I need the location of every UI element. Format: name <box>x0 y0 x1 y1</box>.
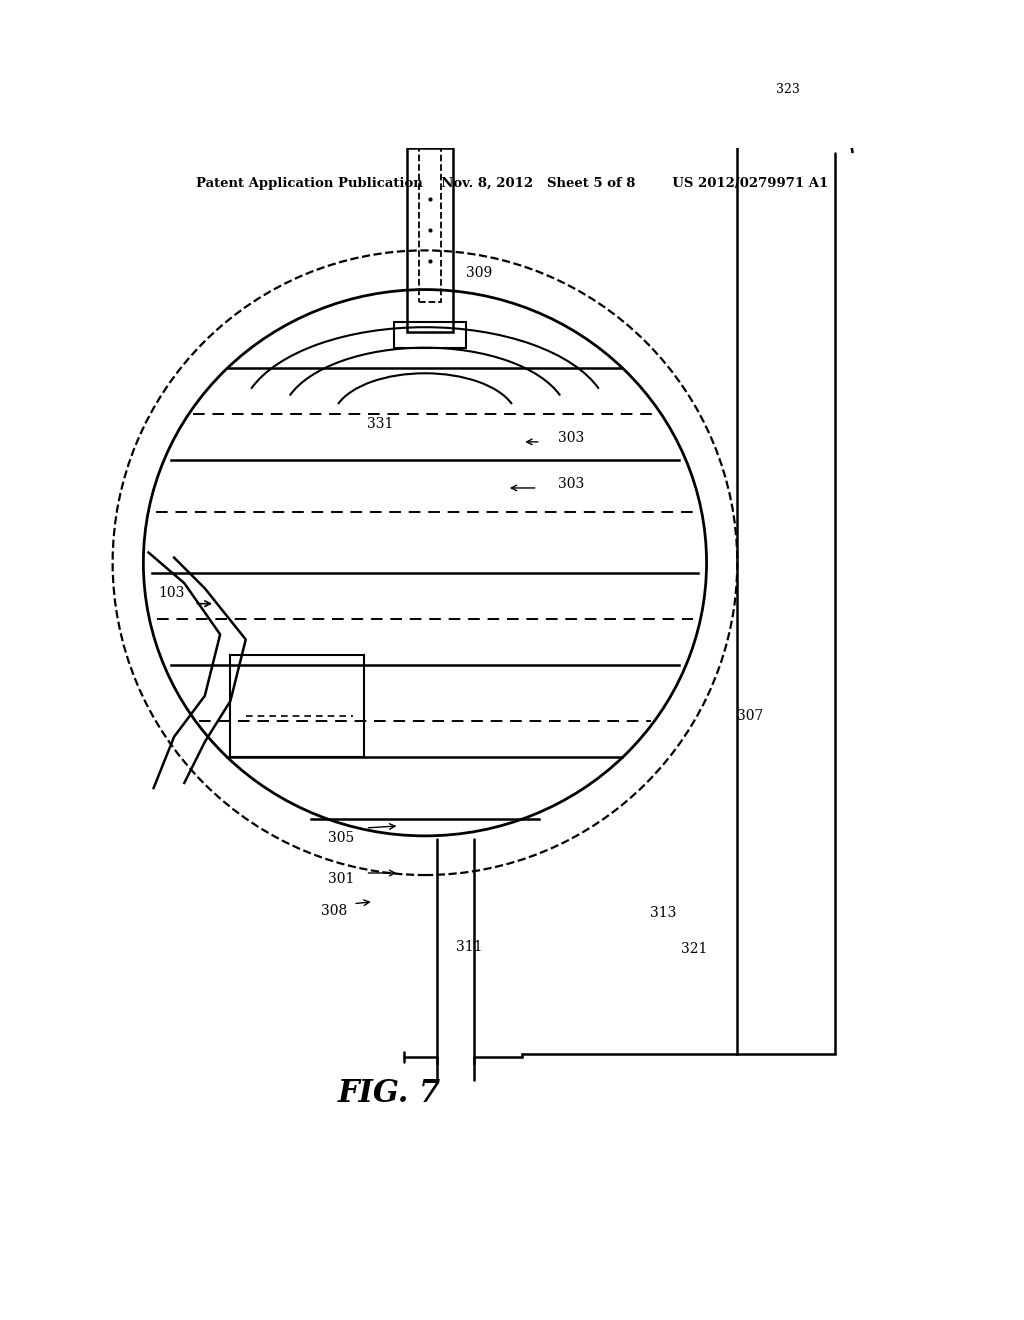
Text: 307: 307 <box>737 709 764 723</box>
Bar <box>768 77 807 102</box>
Bar <box>419 145 441 301</box>
Text: FIG. 7: FIG. 7 <box>338 1077 440 1109</box>
Text: 331: 331 <box>367 417 393 432</box>
Text: 313: 313 <box>650 906 677 920</box>
Bar <box>763 104 788 129</box>
Bar <box>407 148 453 333</box>
Text: Patent Application Publication    Nov. 8, 2012   Sheet 5 of 8        US 2012/027: Patent Application Publication Nov. 8, 2… <box>196 177 828 190</box>
Text: 103: 103 <box>159 586 185 601</box>
Text: 321: 321 <box>681 941 708 956</box>
Text: 301: 301 <box>328 873 354 886</box>
Text: 323: 323 <box>775 83 800 95</box>
Text: 308: 308 <box>321 904 347 917</box>
Text: 309: 309 <box>466 265 493 280</box>
Text: 303: 303 <box>558 430 585 445</box>
Text: 305: 305 <box>328 832 354 845</box>
Bar <box>230 655 364 758</box>
Bar <box>394 322 466 347</box>
Text: 311: 311 <box>456 940 482 954</box>
Text: 303: 303 <box>558 477 585 491</box>
